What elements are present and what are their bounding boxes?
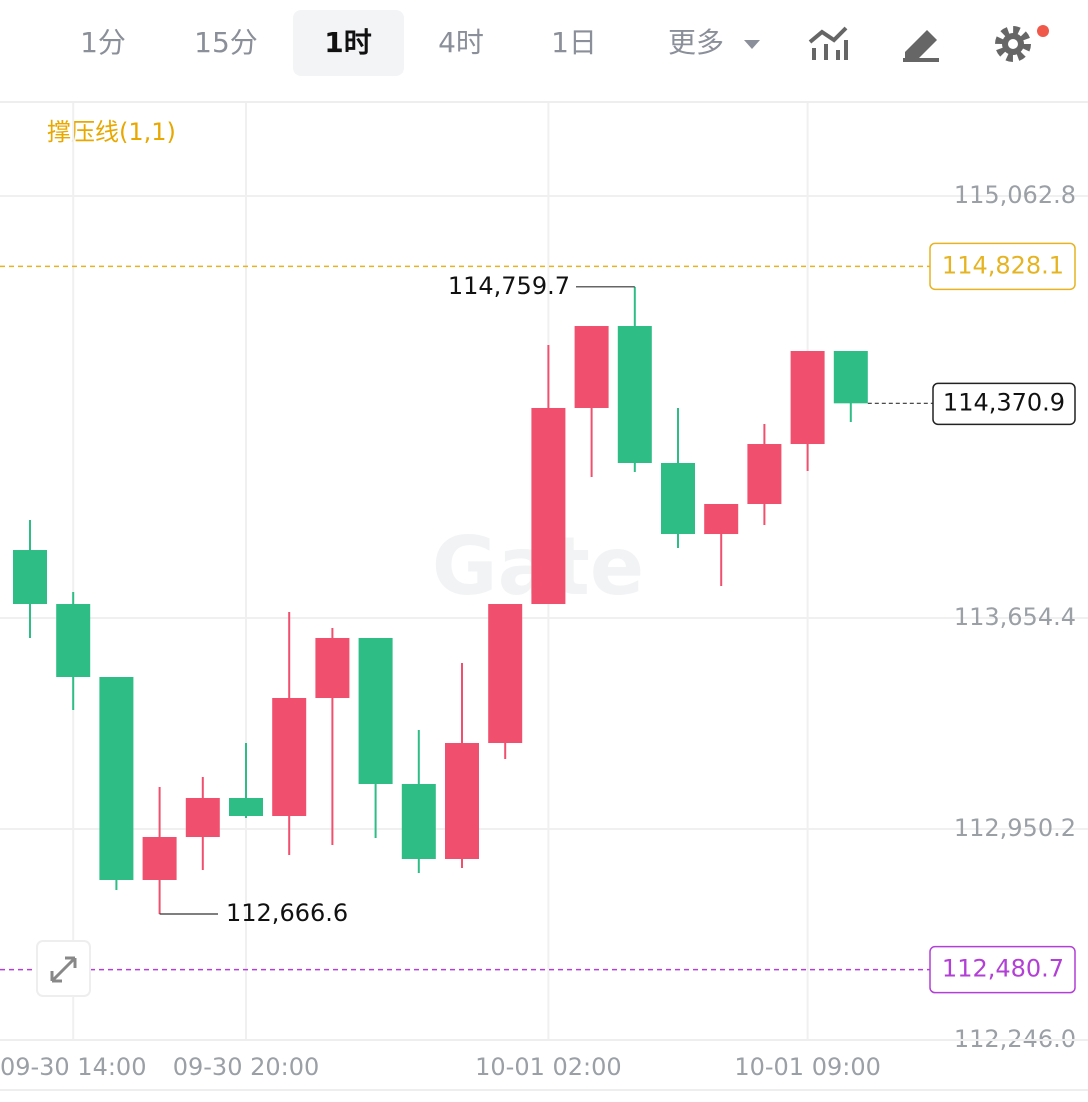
indicator-icon[interactable] bbox=[808, 26, 848, 60]
candle-body bbox=[13, 550, 47, 605]
plot: Gate115,062.8113,654.4112,950.2112,246.0… bbox=[0, 103, 1088, 1081]
notification-dot bbox=[1037, 25, 1049, 37]
y-tick-label: 112,950.2 bbox=[954, 814, 1076, 842]
level-label: 112,480.7 bbox=[942, 955, 1064, 983]
candle-body bbox=[272, 698, 307, 816]
candle-body bbox=[661, 463, 695, 535]
y-tick-label: 115,062.8 bbox=[954, 181, 1076, 209]
toolbar: 1分 15分 1时 4时 1日 更多 bbox=[0, 10, 1088, 103]
candle-body bbox=[185, 797, 220, 838]
candle-body bbox=[747, 444, 782, 504]
dropdown-arrow[interactable] bbox=[744, 40, 760, 49]
tab[interactable]: 4时 bbox=[438, 26, 484, 59]
candle-body bbox=[574, 326, 609, 408]
candle-body bbox=[358, 637, 393, 784]
tab[interactable]: 更多 bbox=[668, 26, 724, 59]
max-marker-label: 114,759.7 bbox=[448, 272, 570, 300]
candle-body bbox=[790, 351, 825, 445]
last-price-tag bbox=[932, 382, 1076, 426]
candle-body bbox=[445, 743, 479, 859]
tab[interactable]: 1日 bbox=[551, 26, 597, 59]
candle-body bbox=[99, 676, 134, 880]
candle-body bbox=[229, 797, 263, 816]
candle-body bbox=[704, 503, 739, 535]
x-tick-label: 09-30 20:00 bbox=[173, 1053, 320, 1081]
level-tag bbox=[929, 945, 1076, 994]
settings-icon[interactable] bbox=[995, 25, 1049, 62]
candle-body bbox=[142, 837, 177, 880]
y-tick-label: 113,654.4 bbox=[954, 603, 1076, 631]
level-label: 114,828.1 bbox=[942, 251, 1064, 279]
candle-body bbox=[617, 326, 652, 464]
candle-body bbox=[531, 407, 566, 605]
level-tag bbox=[929, 242, 1076, 291]
x-tick-label: 09-30 14:00 bbox=[0, 1053, 146, 1081]
expand-button[interactable] bbox=[36, 940, 91, 997]
candle-body bbox=[833, 351, 868, 404]
candle-body bbox=[56, 604, 91, 677]
candle-body bbox=[315, 637, 350, 699]
indicator-label: 撑压线(1,1) bbox=[47, 118, 176, 146]
min-marker-label: 112,666.6 bbox=[226, 899, 348, 927]
candle-body bbox=[401, 783, 436, 859]
tab[interactable]: 15分 bbox=[194, 26, 258, 59]
draw-icon[interactable] bbox=[903, 30, 939, 62]
tab[interactable]: 1时 bbox=[324, 26, 371, 59]
tab[interactable]: 1分 bbox=[80, 26, 126, 59]
x-tick-label: 10-01 09:00 bbox=[734, 1053, 881, 1081]
x-tick-label: 10-01 02:00 bbox=[475, 1053, 622, 1081]
candle-body bbox=[488, 604, 523, 744]
active-tab-bg bbox=[293, 10, 404, 76]
last-price-label: 114,370.9 bbox=[943, 388, 1065, 416]
